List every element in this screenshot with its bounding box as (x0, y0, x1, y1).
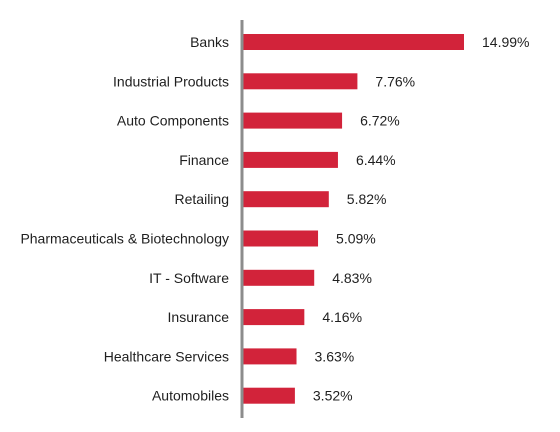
bar (243, 34, 464, 50)
category-label: Retailing (175, 191, 229, 207)
bar (243, 269, 315, 286)
data-label: 6.44% (356, 152, 396, 168)
data-label: 3.63% (315, 348, 355, 364)
category-label: Pharmaceuticals & Biotechnology (20, 231, 229, 247)
value-labels: 14.99% 7.76% 6.72% 6.44% 5.82% 5.09% 4.83% 4.16… (313, 34, 530, 404)
data-label: 4.16% (322, 309, 362, 325)
bar (243, 348, 297, 365)
bar (243, 112, 343, 129)
category-labels: Banks Industrial Products Auto Components F… (20, 34, 229, 404)
data-label: 4.83% (332, 270, 372, 286)
category-label: Automobiles (152, 388, 229, 404)
category-label: Industrial Products (113, 73, 229, 89)
bar (243, 73, 358, 90)
category-label: Banks (190, 34, 229, 50)
bar (243, 387, 295, 404)
category-label: Healthcare Services (104, 348, 229, 364)
bar (243, 191, 329, 208)
category-label: Insurance (168, 309, 230, 325)
category-label: IT - Software (149, 270, 229, 286)
category-label: Auto Components (117, 113, 229, 129)
data-label: 3.52% (313, 388, 353, 404)
data-label: 7.76% (375, 73, 415, 89)
data-label: 5.09% (336, 231, 376, 247)
bar (243, 309, 305, 326)
data-label: 14.99% (482, 34, 529, 50)
bars (243, 34, 464, 404)
data-label: 5.82% (347, 191, 387, 207)
bar (243, 151, 338, 168)
data-label: 6.72% (360, 113, 400, 129)
category-label: Finance (179, 152, 229, 168)
bar (243, 230, 319, 247)
